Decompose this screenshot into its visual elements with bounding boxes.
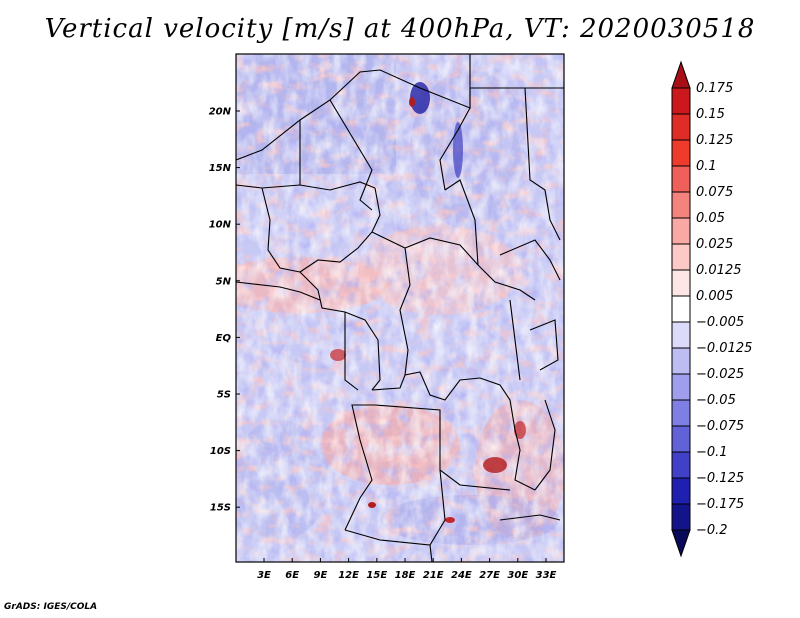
lon-tick-label: 3E [257,570,271,581]
lon-tick-label: 9E [314,570,328,581]
colorbar-label: −0.075 [696,419,744,434]
colorbar-label: −0.005 [696,315,744,330]
colorbar-label: 0.175 [696,81,733,96]
colorbar-label: 0.075 [696,185,733,200]
colorbar-label: 0.15 [696,107,725,122]
colorbar-swatch [671,425,691,453]
lon-tick-label: 21E [423,570,444,581]
footer-credit: GrADS: IGES/COLA [4,602,98,612]
colorbar-swatch [671,477,691,505]
country-borders [236,54,564,562]
colorbar-label: −0.05 [696,393,736,408]
chart-title: Vertical velocity [m/s] at 400hPa, VT: 2… [44,14,756,44]
colorbar-swatch [671,321,691,349]
velocity-field [236,54,564,562]
lat-tick-label: 20N [209,107,232,118]
colorbar-top-arrow [671,60,691,89]
colorbar-swatch [671,295,691,323]
colorbar-label: 0.1 [696,159,717,174]
lon-tick-label: 24E [451,570,472,581]
colorbar-label: −0.1 [696,445,728,460]
lon-tick-label: 30E [507,570,528,581]
colorbar-swatch [671,191,691,219]
lat-tick-label: EQ [216,333,232,344]
colorbar-label: −0.0125 [696,341,752,356]
lat-tick-label: 10S [210,446,231,457]
colorbar-swatch [671,451,691,479]
colorbar-label: 0.05 [696,211,725,226]
lat-tick-label: 15S [210,503,231,514]
lon-tick-label: 18E [395,570,416,581]
lat-tick-label: 10N [209,220,232,231]
colorbar-swatch [671,87,691,115]
colorbar-swatch [671,243,691,271]
latitude-axis: 20N 15N 10N 5N EQ 5S 10S 15S [209,107,240,514]
colorbar-swatch [671,217,691,245]
colorbar-swatch [671,113,691,141]
colorbar-label: −0.2 [696,523,728,538]
lat-tick-label: 15N [209,163,232,174]
colorbar-label: 0.005 [696,289,733,304]
colorbar-label: 0.025 [696,237,733,252]
colorbar: 0.175 0.15 0.125 0.1 0.075 0.05 0.025 0.0125 0.0… [671,60,752,558]
colorbar-swatch [671,347,691,375]
colorbar-swatch [671,165,691,193]
colorbar-label: 0.0125 [696,263,742,278]
colorbar-label: 0.125 [696,133,733,148]
colorbar-swatch [671,269,691,297]
lat-tick-label: 5S [217,390,231,401]
colorbar-bottom-arrow [671,529,691,558]
lon-tick-label: 33E [536,570,557,581]
colorbar-swatch [671,139,691,167]
lon-tick-label: 27E [479,570,500,581]
colorbar-label: −0.025 [696,367,744,382]
colorbar-label: −0.175 [696,497,744,512]
colorbar-swatch [671,399,691,427]
colorbar-swatch [671,373,691,401]
plot-frame [235,53,565,563]
colorbar-swatch [671,503,691,531]
lon-tick-label: 15E [366,570,387,581]
lat-tick-label: 5N [216,276,232,287]
lon-tick-label: 6E [285,570,299,581]
longitude-axis: 3E 6E 9E 12E 15E 18E 21E 24E 27E 30E 33E [257,558,557,581]
lon-tick-label: 12E [338,570,359,581]
colorbar-label: −0.125 [696,471,744,486]
